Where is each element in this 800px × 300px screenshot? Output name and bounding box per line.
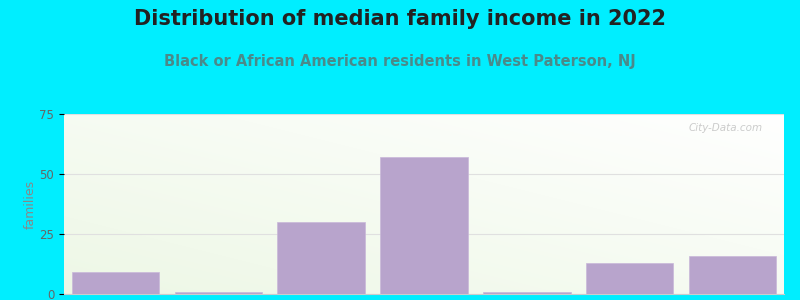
Bar xyxy=(380,157,468,294)
Bar xyxy=(586,263,674,294)
Text: Distribution of median family income in 2022: Distribution of median family income in … xyxy=(134,9,666,29)
Text: City-Data.com: City-Data.com xyxy=(688,123,762,133)
Bar xyxy=(174,292,262,294)
Bar xyxy=(72,272,159,294)
Text: Black or African American residents in West Paterson, NJ: Black or African American residents in W… xyxy=(164,54,636,69)
Bar xyxy=(278,222,365,294)
Bar xyxy=(689,256,776,294)
Bar xyxy=(483,292,570,294)
Y-axis label: families: families xyxy=(24,179,37,229)
